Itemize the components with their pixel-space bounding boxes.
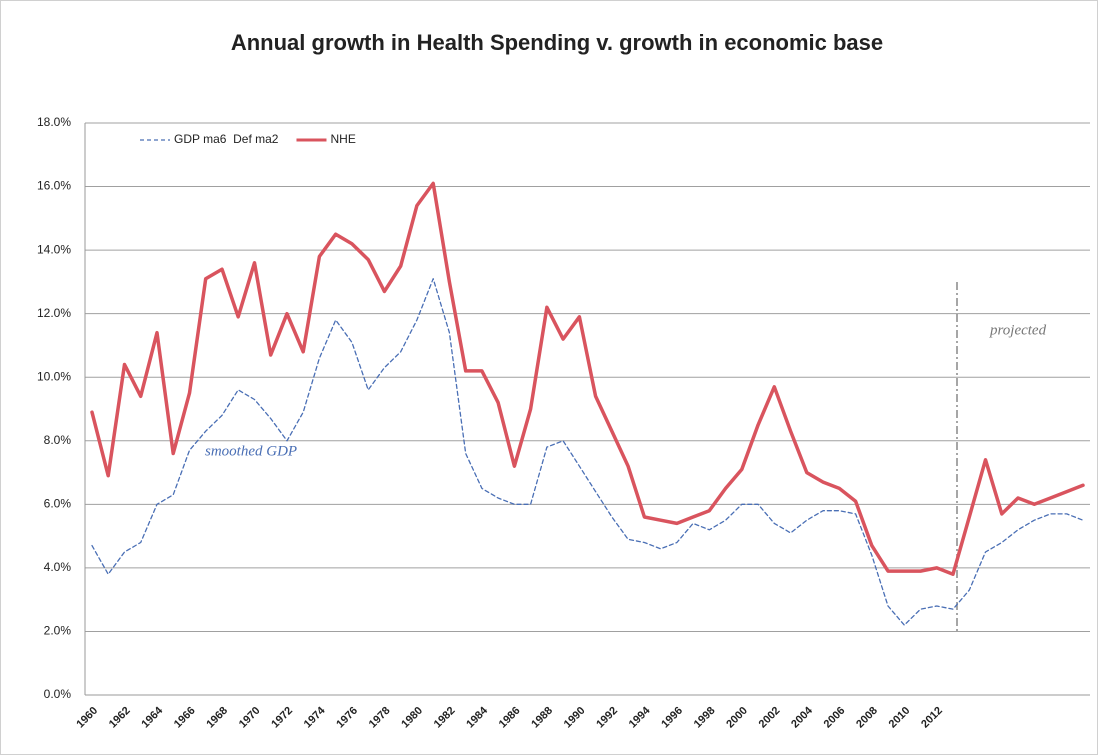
y-tick-label: 6.0% bbox=[44, 497, 72, 511]
series-line bbox=[91, 278, 1084, 626]
y-tick-label: 2.0% bbox=[44, 624, 72, 638]
annotation: projected bbox=[989, 322, 1047, 338]
annotation: smoothed GDP bbox=[205, 443, 297, 459]
y-tick-label: 4.0% bbox=[44, 560, 72, 574]
legend-label: GDP ma6 Def ma2 bbox=[174, 132, 279, 146]
series-line bbox=[90, 181, 1085, 576]
y-tick-label: 12.0% bbox=[37, 306, 71, 320]
y-tick-label: 16.0% bbox=[37, 179, 71, 193]
y-tick-label: 14.0% bbox=[37, 242, 71, 256]
y-tick-label: 8.0% bbox=[44, 433, 72, 447]
chart-title: Annual growth in Health Spending v. grow… bbox=[231, 30, 883, 55]
y-tick-label: 18.0% bbox=[37, 115, 71, 129]
legend-label: NHE bbox=[330, 132, 355, 146]
y-tick-label: 0.0% bbox=[44, 687, 72, 701]
y-tick-label: 10.0% bbox=[37, 369, 71, 383]
